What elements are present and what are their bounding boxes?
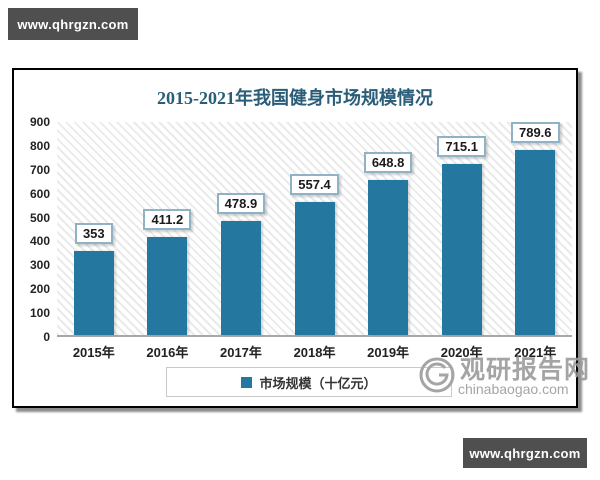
top-left-watermark-text: www.qhrgzn.com [17, 16, 129, 32]
site-logo-icon [418, 356, 456, 399]
bar-column: 789.6 [498, 122, 572, 335]
bar [515, 150, 556, 335]
bar [220, 220, 261, 335]
bar-value-label: 478.9 [216, 192, 266, 214]
bar-column: 557.4 [278, 122, 352, 335]
y-tick-label: 100 [29, 306, 50, 321]
legend: 市场规模（十亿元） [166, 367, 452, 397]
x-axis-label: 2020年 [440, 345, 483, 360]
x-axis-label: 2015年 [72, 345, 115, 360]
plot-area: 353 411.2 478.9 557.4 648.8 715.1 789.6 [57, 122, 572, 337]
bar-column: 648.8 [351, 122, 425, 335]
bottom-right-watermark: www.qhrgzn.com [463, 438, 587, 468]
bottom-right-watermark-text: www.qhrgzn.com [469, 445, 581, 461]
x-axis-label: 2017年 [219, 345, 262, 360]
bar-value-label: 715.1 [437, 136, 486, 158]
y-tick-label: 600 [29, 186, 50, 201]
bar-column: 353 [57, 122, 131, 335]
x-axis-label: 2019年 [367, 345, 410, 360]
x-axis-label: 2018年 [293, 345, 336, 360]
y-tick-label: 500 [29, 210, 50, 225]
x-axis: 2015年 2016年 2017年 2018年 2019年 2020年 2021年 [57, 342, 572, 361]
y-tick-label: 0 [43, 330, 50, 344]
bar-value-label: 411.2 [143, 208, 192, 230]
legend-swatch-icon [241, 376, 253, 388]
bar-column: 715.1 [425, 122, 499, 335]
site-watermark: 观研报告网 chinabaogao.com [418, 350, 590, 408]
chart-frame: 2015-2021年我国健身市场规模情况 0 100 200 300 400 500 600… [12, 68, 578, 408]
top-left-watermark: www.qhrgzn.com [8, 8, 138, 40]
site-watermark-name: 观研报告网 [460, 356, 591, 384]
bar-column: 478.9 [204, 122, 278, 335]
y-tick-label: 800 [29, 138, 50, 153]
y-tick-label: 300 [29, 258, 50, 273]
bar-value-label: 353 [74, 222, 113, 244]
y-tick-label: 900 [29, 115, 50, 129]
bar-value-label: 648.8 [363, 152, 413, 174]
bar [441, 164, 482, 335]
bar [368, 180, 409, 335]
bar [73, 250, 114, 335]
site-watermark-url: chinabaogao.com [458, 381, 569, 397]
x-axis-label: 2016年 [146, 345, 189, 360]
bar-value-label: 557.4 [290, 173, 339, 195]
legend-label: 市场规模（十亿元） [259, 375, 377, 391]
y-axis: 0 100 200 300 400 500 600 700 800 900 [14, 70, 52, 406]
bar [294, 201, 335, 335]
bar-column: 411.2 [131, 122, 205, 335]
y-tick-label: 700 [29, 162, 50, 177]
bar-value-label: 789.6 [510, 122, 560, 143]
x-axis-label: 2021年 [514, 345, 557, 360]
y-tick-label: 400 [29, 234, 50, 249]
chart-title: 2015-2021年我国健身市场规模情况 [157, 88, 433, 108]
bar [147, 236, 188, 335]
bars-container: 353 411.2 478.9 557.4 648.8 715.1 789.6 [57, 122, 572, 335]
y-tick-label: 200 [29, 282, 50, 297]
